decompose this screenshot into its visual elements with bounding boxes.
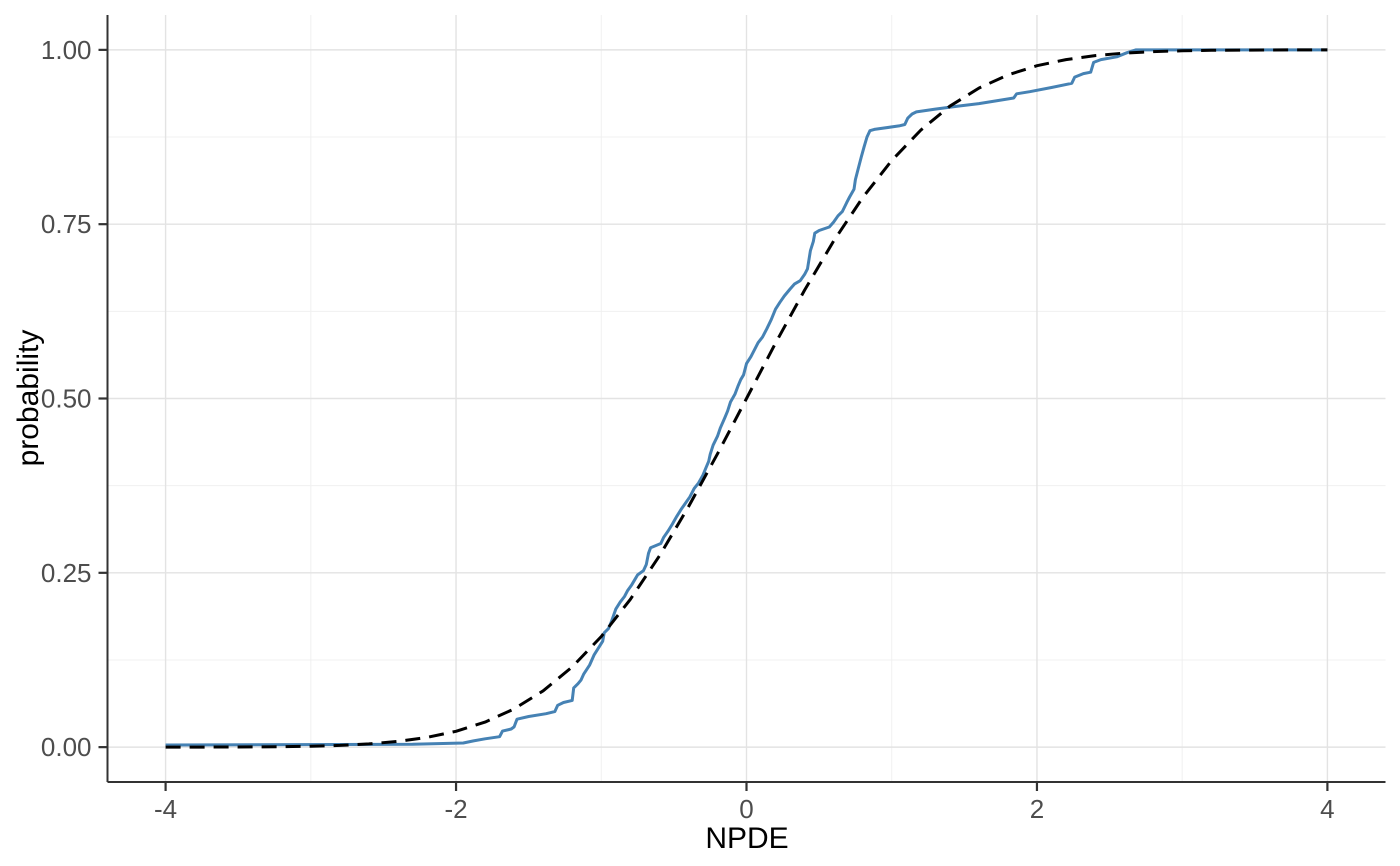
x-tick-label: -2 — [444, 794, 467, 824]
empirical-cdf-line — [165, 48, 1328, 747]
x-tick-label: 2 — [1030, 794, 1044, 824]
x-axis-title: NPDE — [705, 822, 788, 855]
axis-tick-labels: -4 -2 0 2 4 0.00 0.25 0.50 0.75 1.00 — [41, 35, 1335, 824]
y-axis-title: probability — [12, 330, 45, 467]
axis-ticks — [98, 48, 1329, 791]
y-tick-label: 0.75 — [41, 209, 92, 239]
x-tick-label: 4 — [1320, 794, 1334, 824]
cdf-series — [165, 48, 1328, 749]
y-tick-label: 0.25 — [41, 558, 92, 588]
x-tick-label: -4 — [154, 794, 177, 824]
x-tick-label: 0 — [739, 794, 753, 824]
y-tick-label: 1.00 — [41, 35, 92, 65]
theoretical-cdf-line — [165, 48, 1328, 749]
y-tick-label: 0.50 — [41, 384, 92, 414]
y-tick-label: 0.00 — [41, 732, 92, 762]
